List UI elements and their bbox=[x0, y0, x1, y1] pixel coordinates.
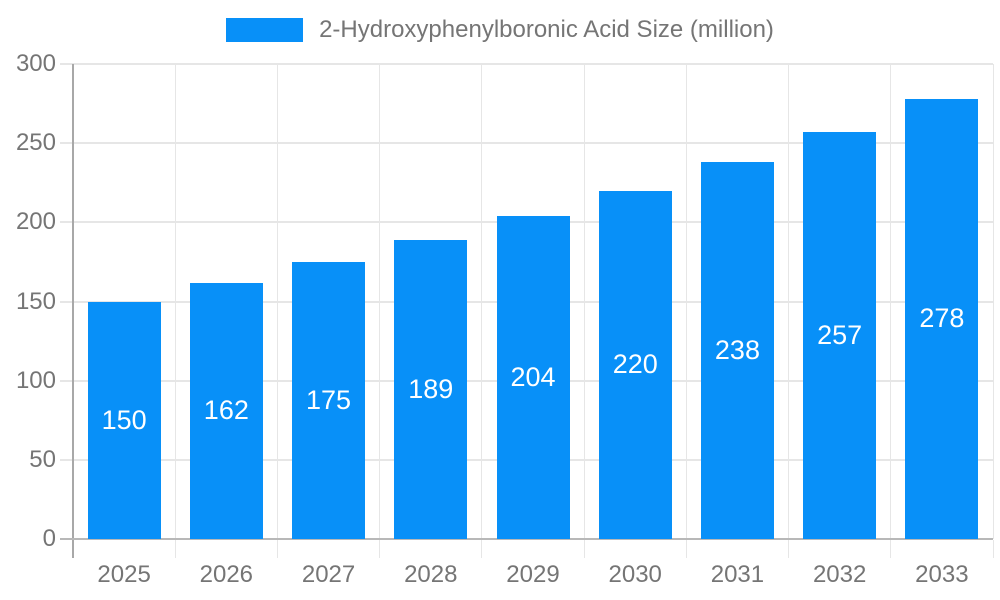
x-axis-tick-label: 2029 bbox=[506, 561, 560, 588]
y-axis-tick-label: 200 bbox=[15, 208, 56, 236]
bar-value-label: 278 bbox=[919, 303, 965, 334]
y-axis-tick bbox=[60, 142, 73, 145]
x-axis-tick bbox=[379, 540, 381, 558]
legend-swatch-icon bbox=[226, 18, 304, 42]
y-axis-tick bbox=[60, 221, 73, 224]
x-axis-tick bbox=[685, 540, 687, 558]
bar-2027[interactable]: 175 bbox=[292, 261, 366, 539]
bar-value-label: 220 bbox=[612, 349, 658, 380]
bar-value-label: 238 bbox=[714, 335, 760, 366]
gridline-vertical bbox=[583, 64, 585, 539]
bar-2025[interactable]: 150 bbox=[87, 301, 161, 539]
gridline-vertical bbox=[174, 64, 176, 539]
x-axis-tick-label: 2026 bbox=[199, 561, 254, 588]
x-axis-tick-label: 2028 bbox=[404, 561, 458, 588]
y-axis-tick bbox=[60, 379, 73, 382]
x-axis-tick-label: 2025 bbox=[97, 561, 151, 588]
y-axis-tick bbox=[60, 63, 73, 65]
bar-2032[interactable]: 257 bbox=[803, 132, 877, 539]
y-axis-tick bbox=[60, 458, 73, 461]
y-axis-tick bbox=[60, 300, 73, 303]
y-axis-tick-label: 0 bbox=[42, 525, 56, 552]
bar-2029[interactable]: 204 bbox=[496, 216, 570, 539]
x-axis-tick bbox=[174, 540, 176, 558]
legend-label: 2-Hydroxyphenylboronic Acid Size (millio… bbox=[319, 16, 774, 43]
gridline-vertical bbox=[481, 64, 483, 539]
chart-legend[interactable]: 2-Hydroxyphenylboronic Acid Size (millio… bbox=[0, 14, 1000, 46]
x-axis-tick-label: 2032 bbox=[812, 561, 867, 588]
gridline-vertical bbox=[685, 64, 687, 539]
x-axis-tick-label: 2030 bbox=[608, 561, 662, 588]
bar-2030[interactable]: 220 bbox=[598, 190, 672, 539]
bar-value-label: 175 bbox=[306, 384, 352, 415]
x-axis-tick bbox=[583, 540, 585, 558]
x-axis-tick bbox=[890, 540, 892, 558]
bar-2026[interactable]: 162 bbox=[189, 282, 263, 539]
bar-2033[interactable]: 278 bbox=[905, 98, 979, 539]
x-axis-tick-label: 2027 bbox=[301, 561, 356, 588]
gridline-vertical bbox=[379, 64, 381, 539]
y-axis-tick-label: 150 bbox=[15, 287, 56, 315]
bar-value-label: 189 bbox=[408, 373, 454, 404]
x-axis-tick-label: 2033 bbox=[915, 561, 969, 588]
y-axis-line bbox=[72, 64, 74, 558]
gridline-horizontal bbox=[73, 142, 993, 145]
gridline-horizontal bbox=[73, 63, 993, 65]
bar-value-label: 150 bbox=[101, 404, 147, 435]
x-axis-tick-label: 2031 bbox=[710, 561, 765, 588]
x-axis-tick bbox=[992, 540, 994, 558]
y-axis-tick-label: 300 bbox=[15, 50, 56, 77]
x-axis-line bbox=[60, 538, 993, 540]
bar-2031[interactable]: 238 bbox=[700, 162, 774, 539]
y-axis-tick-label: 100 bbox=[15, 366, 56, 394]
gridline-vertical bbox=[788, 64, 790, 539]
gridline-vertical bbox=[992, 64, 994, 539]
x-axis-tick bbox=[481, 540, 483, 558]
bar-value-label: 257 bbox=[817, 320, 863, 351]
y-axis-tick-label: 50 bbox=[29, 445, 56, 473]
y-axis-tick-label: 250 bbox=[15, 129, 56, 157]
x-axis-tick bbox=[788, 540, 790, 558]
gridline-vertical bbox=[890, 64, 892, 539]
x-axis-tick bbox=[276, 540, 278, 558]
bar-value-label: 204 bbox=[510, 362, 556, 392]
bar-2028[interactable]: 189 bbox=[394, 239, 468, 539]
gridline-vertical bbox=[276, 64, 278, 539]
bar-value-label: 162 bbox=[203, 395, 249, 426]
